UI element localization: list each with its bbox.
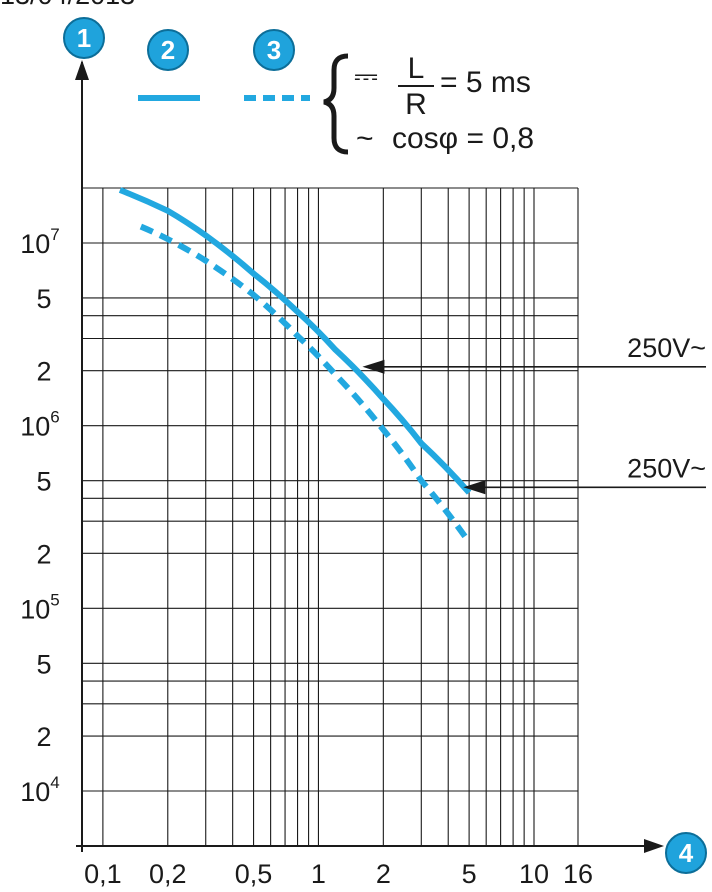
y-axis-badge-label: 1 [77,23,91,53]
annotation-label: 250V~ [627,333,706,363]
ac-symbol: ~ [356,122,374,155]
x-tick-label: 0,2 [149,859,187,889]
legend-badge-series-2: 3 [267,35,281,65]
x-axis-badge-label: 4 [679,838,694,868]
dc-condition: ⎓ L R = 5 ms [354,52,531,121]
legend-item-series-2: 3 [244,29,310,101]
y-tick-label: 2 [36,357,51,387]
y-tick-label: 2 [36,722,51,752]
y-tick-label: 104 [20,773,60,807]
y-tick-label: 5 [36,649,51,679]
y-tick-label: 105 [20,590,60,624]
legend-badge-series-1: 2 [161,35,175,65]
x-tick-label: 5 [462,859,477,889]
legend-brace [323,53,349,155]
legend-item-series-1: 2 [138,29,200,101]
annotation-arrowhead [463,480,486,495]
legend: 2 3 ⎓ L R = 5 ms ~ cosφ = 0,8 [138,29,534,155]
x-tick-label: 10 [519,859,549,889]
chart-grid [82,187,579,846]
x-axis-arrowhead [644,839,664,853]
fraction-denominator: R [405,88,427,121]
x-tick-labels: 0,1 0,2 0,5 1 2 5 10 16 [84,859,593,889]
y-tick-label: 107 [20,225,60,259]
dc-symbol: ⎓ [354,60,378,93]
annotation-arrowhead [362,359,385,374]
x-tick-label: 0,1 [84,859,122,889]
y-tick-label: 5 [36,284,51,314]
fraction-numerator: L [408,52,425,85]
y-tick-labels: 107 5 2 106 5 2 105 5 2 104 [20,225,60,807]
x-tick-label: 16 [563,859,593,889]
annotation-label: 250V~ [627,453,706,483]
series-layer [118,187,472,544]
annotation-arrows: 250V~ 250V~ [362,333,706,495]
series-line-dashed [139,223,472,544]
x-tick-label: 1 [311,859,326,889]
series-line-solid [118,187,472,495]
y-tick-label: 106 [20,408,60,442]
y-tick-label: 2 [36,539,51,569]
x-tick-label: 2 [376,859,391,889]
y-axis-badge: 1 [63,17,105,59]
y-tick-label: 5 [36,467,51,497]
ac-condition: ~ cosφ = 0,8 [356,122,534,155]
header-fragment: 13/04/2013 [0,0,135,10]
chart-axes [75,60,664,853]
x-tick-label: 0,5 [235,859,273,889]
x-axis-badge: 4 [665,832,707,874]
y-axis-arrowhead [75,60,89,80]
dc-value: = 5 ms [440,66,531,99]
ac-text: cosφ = 0,8 [392,122,534,155]
